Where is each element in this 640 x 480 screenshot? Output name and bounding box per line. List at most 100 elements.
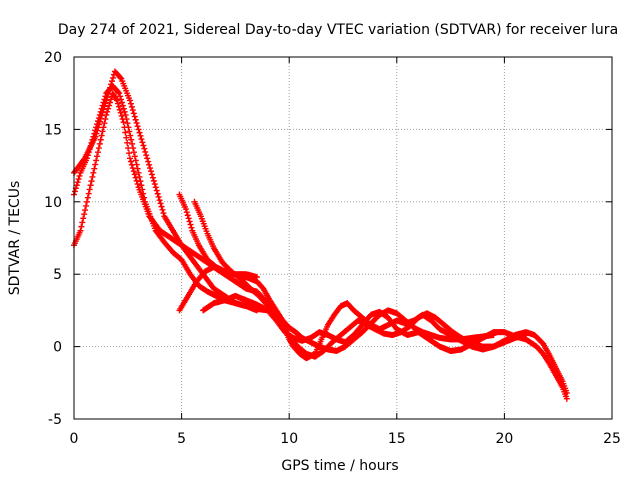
data-point	[132, 116, 139, 123]
y-tick-label: 5	[53, 267, 62, 283]
data-point	[106, 99, 113, 106]
data-point	[88, 178, 95, 185]
data-point	[131, 171, 138, 178]
data-point	[102, 100, 109, 107]
data-point	[96, 121, 103, 128]
data-point	[130, 149, 137, 156]
data-point	[129, 107, 136, 114]
data-point	[137, 178, 144, 185]
data-point	[154, 190, 161, 197]
data-point	[143, 152, 150, 159]
data-point	[79, 219, 86, 226]
data-point	[188, 224, 195, 231]
data-point	[158, 203, 165, 210]
data-point	[132, 157, 139, 164]
data-point	[106, 102, 113, 109]
data-point	[116, 106, 123, 113]
data-point	[114, 97, 121, 104]
data-point	[118, 96, 125, 103]
data-point	[138, 136, 145, 143]
data-point	[126, 128, 133, 135]
data-point	[83, 198, 90, 205]
data-point	[95, 145, 102, 152]
data-point	[106, 87, 113, 94]
data-point	[139, 186, 146, 193]
data-point	[182, 206, 189, 213]
data-point	[80, 156, 87, 163]
data-point	[184, 212, 191, 219]
data-point	[94, 149, 101, 156]
data-point	[121, 108, 128, 115]
y-tick-label: 0	[53, 340, 62, 356]
data-point	[186, 218, 193, 225]
data-point	[98, 132, 105, 139]
data-point	[125, 124, 132, 131]
data-point	[146, 161, 153, 168]
data-point	[134, 123, 141, 130]
data-point	[126, 97, 133, 104]
data-point	[71, 188, 78, 195]
data-point	[183, 209, 190, 216]
data-point	[144, 155, 151, 162]
series-track-3	[71, 68, 260, 281]
data-point	[122, 129, 129, 136]
data-point	[76, 172, 83, 179]
data-point	[130, 145, 137, 152]
data-point	[140, 190, 147, 197]
data-point	[81, 211, 88, 218]
data-point	[89, 173, 96, 180]
axis-ticks: 0 5 10 15 20 25 -5 0 5 10 15 20	[44, 50, 621, 447]
data-point	[93, 157, 100, 164]
data-point	[78, 223, 85, 230]
data-point	[74, 179, 81, 186]
data-point	[77, 227, 84, 234]
data-point	[133, 161, 140, 168]
data-point	[563, 395, 570, 402]
data-point	[185, 215, 192, 222]
data-point	[159, 206, 166, 213]
data-point	[150, 177, 157, 184]
data-point	[100, 106, 107, 113]
data-point	[104, 94, 111, 101]
data-point	[131, 153, 138, 160]
data-point	[140, 142, 147, 149]
data-point	[130, 168, 137, 175]
data-point	[86, 186, 93, 193]
y-tick-label: 15	[44, 122, 62, 138]
x-tick-label: 0	[70, 431, 79, 447]
data-point	[118, 112, 125, 119]
data-point	[136, 129, 143, 136]
data-point	[136, 173, 143, 180]
data-point	[128, 136, 135, 143]
data-point	[148, 171, 155, 178]
data-point	[156, 197, 163, 204]
data-point	[105, 105, 112, 112]
data-point	[155, 193, 162, 200]
data-point	[127, 100, 134, 107]
data-point	[107, 96, 114, 103]
data-point	[151, 181, 158, 188]
data-point	[115, 103, 122, 110]
data-point	[160, 210, 167, 217]
x-tick-label: 20	[495, 431, 513, 447]
data-point	[116, 90, 123, 97]
data-point	[127, 132, 134, 139]
data-point	[135, 126, 142, 133]
data-point	[128, 103, 135, 110]
data-point	[157, 200, 164, 207]
data-point	[117, 109, 124, 116]
data-point	[92, 161, 99, 168]
data-point	[93, 130, 100, 137]
data-point	[123, 134, 130, 141]
data-point	[91, 165, 98, 172]
data-point	[187, 221, 194, 228]
data-point	[119, 102, 126, 109]
data-point	[100, 124, 107, 131]
data-point	[153, 187, 160, 194]
data-point	[117, 74, 124, 81]
y-tick-label: 10	[44, 195, 62, 211]
data-point	[137, 132, 144, 139]
data-point	[99, 128, 106, 135]
data-point	[108, 81, 115, 88]
data-point	[122, 111, 129, 118]
